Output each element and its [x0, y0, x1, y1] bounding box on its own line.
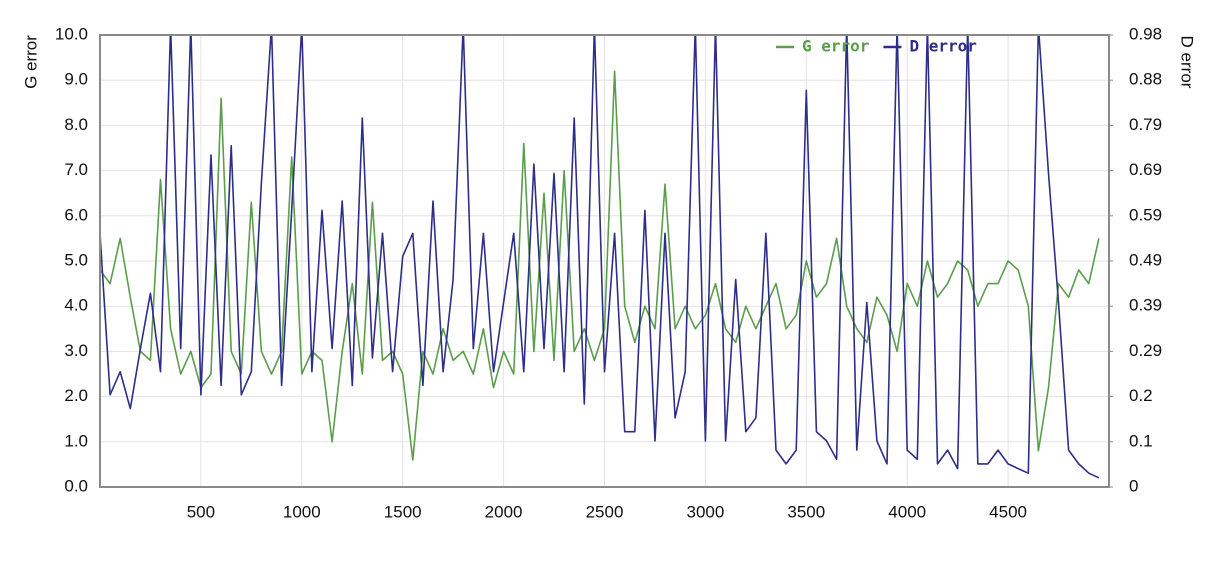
y2-tick-label: 0.98 — [1129, 24, 1162, 43]
x-tick-label: 2500 — [586, 502, 624, 521]
y-tick-label: 9.0 — [64, 70, 88, 89]
y2-tick-label: 0.69 — [1129, 160, 1162, 179]
y2-tick-label: 0.2 — [1129, 386, 1153, 405]
x-tick-label: 2000 — [485, 502, 523, 521]
x-tick-label: 4500 — [989, 502, 1027, 521]
y-tick-label: 0.0 — [64, 476, 88, 495]
y2-tick-label: 0.1 — [1129, 431, 1153, 450]
y2-tick-label: 0.29 — [1129, 341, 1162, 360]
y-tick-label: 7.0 — [64, 160, 88, 179]
legend-label: D error — [909, 37, 976, 56]
x-tick-label: 3000 — [686, 502, 724, 521]
x-tick-label: 1500 — [384, 502, 422, 521]
y-tick-label: 8.0 — [64, 115, 88, 134]
y2-axis-label: D error — [1178, 36, 1197, 89]
x-tick-label: 4000 — [888, 502, 926, 521]
y2-tick-label: 0.59 — [1129, 205, 1162, 224]
y-tick-label: 4.0 — [64, 296, 88, 315]
y2-tick-label: 0.88 — [1129, 70, 1162, 89]
series-line — [100, 35, 1100, 479]
y-tick-label: 2.0 — [64, 386, 88, 405]
y-axis-label: G error — [21, 35, 40, 89]
y-tick-label: 1.0 — [64, 431, 88, 450]
y-tick-label: 10.0 — [55, 24, 88, 43]
y2-tick-label: 0 — [1129, 476, 1138, 495]
y2-tick-label: 0.39 — [1129, 296, 1162, 315]
y-tick-label: 5.0 — [64, 250, 88, 269]
y2-tick-label: 0.49 — [1129, 250, 1162, 269]
x-tick-label: 500 — [187, 502, 215, 521]
y-tick-label: 3.0 — [64, 341, 88, 360]
legend-label: G error — [802, 37, 869, 56]
y-tick-label: 6.0 — [64, 205, 88, 224]
x-tick-label: 3500 — [787, 502, 825, 521]
y2-tick-label: 0.79 — [1129, 115, 1162, 134]
x-tick-label: 1000 — [283, 502, 321, 521]
